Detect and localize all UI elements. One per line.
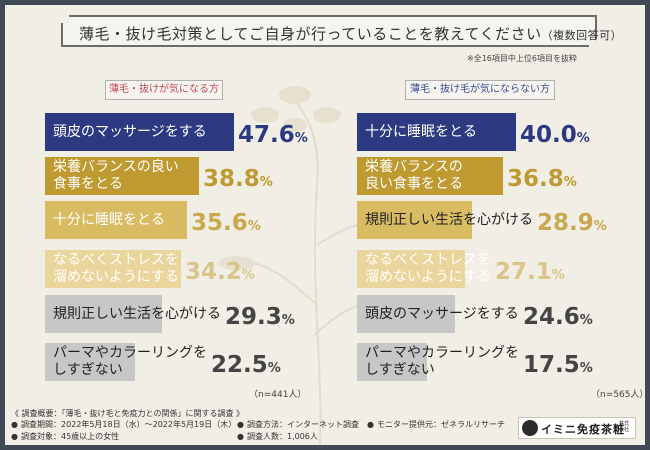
bar-value-label: 29.3% — [225, 304, 295, 330]
bar — [45, 343, 135, 381]
survey-period: ● 調査期間：2022年5月18日（水）～2022年5月19日（木） — [11, 420, 237, 429]
company-logo: イミニ免疫茶粧 株式会社 — [518, 417, 636, 439]
chart-title: 薄毛・抜け毛対策としてご自身が行っていることを教えてください（複数回答可） — [79, 25, 623, 43]
left-sample-size: （n=441人） — [249, 390, 307, 400]
bar-value-label: 35.6% — [191, 210, 261, 236]
bar — [357, 113, 516, 151]
bar — [45, 157, 199, 195]
bar-category-label: 十分に睡眠をとる — [365, 123, 477, 140]
survey-method: ● 調査方法：インターネット調査 — [237, 420, 359, 429]
chart-title-sub: （複数回答可） — [541, 29, 623, 42]
bar-category-label: 栄養バランスの良い食事をとる — [53, 159, 179, 192]
right-panel-heading: 薄毛・抜け毛が気にならない方 — [405, 80, 555, 100]
bar-value-label: 34.2% — [185, 259, 255, 285]
bar — [45, 201, 187, 239]
bar-category-label: 頭皮のマッサージをする — [53, 123, 207, 140]
bar-category-label: 頭皮のマッサージをする — [365, 305, 519, 322]
bar-value-label: 28.9% — [537, 210, 607, 236]
survey-heading: 《 調査概要：「薄毛・抜け毛と免疫力との関係」に関する調査 》 — [11, 409, 245, 418]
bar-value-label: 22.5% — [211, 352, 281, 378]
logo-mark-icon — [522, 420, 538, 436]
bar — [45, 295, 162, 333]
left-panel-heading: 薄毛・抜けが気になる方 — [105, 80, 223, 100]
title-box: 薄毛・抜け毛対策としてご自身が行っていることを教えてください（複数回答可） — [61, 15, 622, 47]
logo-name: イミニ免疫茶粧 — [541, 423, 625, 436]
right-sample-size: （n=565人） — [591, 390, 649, 400]
bar-value-label: 36.8% — [507, 166, 577, 192]
survey-target: ● 調査対象：45歳以上の女性 — [11, 432, 120, 441]
bar — [45, 113, 234, 151]
bar-value-label: 27.1% — [495, 259, 565, 285]
bar-category-label: パーマやカラーリングを しすぎない — [365, 345, 519, 378]
bar-category-label: パーマやカラーリングを しすぎない — [53, 345, 207, 378]
bar-category-label: なるべくストレスを 溜めないようにする — [53, 252, 179, 285]
bar-value-label: 40.0% — [520, 122, 590, 148]
bar — [357, 250, 465, 288]
bar-category-label: 規則正しい生活を心がける — [53, 305, 221, 322]
bar — [357, 295, 455, 333]
note-text: ※全16項目中上位6項目を抜粋 — [467, 54, 577, 63]
bar-category-label: 規則正しい生活を心がける — [365, 211, 533, 228]
bar-value-label: 17.5% — [523, 352, 593, 378]
bar-value-label: 24.6% — [523, 304, 593, 330]
bar-value-label: 38.8% — [203, 166, 273, 192]
bar — [357, 157, 503, 195]
bar — [357, 201, 472, 239]
bar-value-label: 47.6% — [238, 122, 308, 148]
survey-footer: 《 調査概要：「薄毛・抜け毛と免疫力との関係」に関する調査 》 ● 調査期間：20… — [5, 405, 645, 445]
bar-category-label: 栄養バランスの良い食事をとる — [365, 159, 463, 192]
survey-provider: ● モニター提供元：ゼネラルリサーチ — [367, 420, 505, 429]
bar-category-label: 十分に睡眠をとる — [53, 211, 165, 228]
bar — [357, 343, 427, 381]
bar-category-label: なるべくストレスを 溜めないようにする — [365, 252, 491, 285]
logo-sub: 株式会社 — [619, 421, 630, 433]
survey-count: ● 調査人数：1,006人 — [237, 432, 318, 441]
bar — [45, 250, 181, 288]
